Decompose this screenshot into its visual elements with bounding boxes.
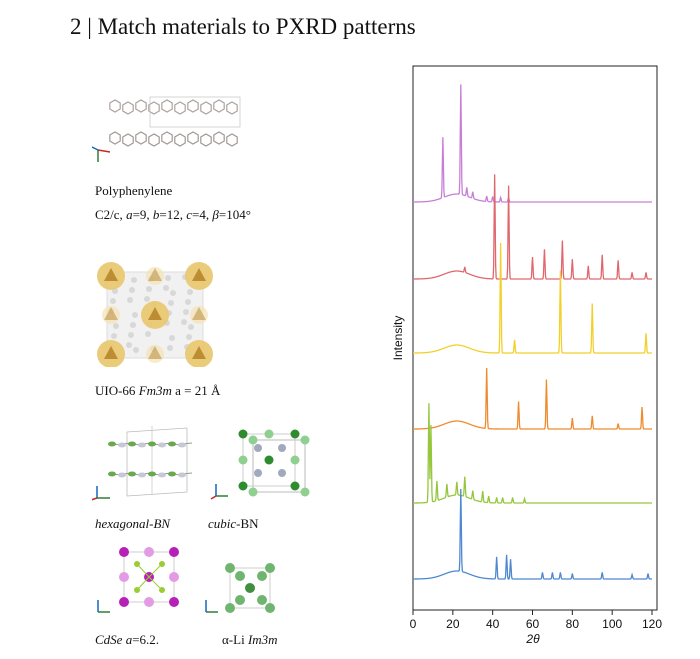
pxrd-series-6	[413, 488, 652, 580]
x-tick-label: 60	[526, 617, 540, 631]
pxrd-series-4	[413, 367, 652, 430]
polyphenylene-cell: C2/c, a=9, b=12, c=4, β=104°	[95, 207, 251, 222]
uio66-label: UIO-66 Fm3m a = 21 Å	[95, 383, 221, 398]
x-tick-label: 120	[642, 617, 662, 631]
polyphenylene-structure-image	[91, 96, 241, 162]
plot-frame	[412, 65, 658, 611]
x-tick-label: 20	[446, 617, 460, 631]
hexagonal-bn-structure-image	[92, 426, 193, 501]
pxrd-series-5	[413, 403, 652, 504]
x-tick-label: 100	[602, 617, 622, 631]
x-axis-label: 2θ	[525, 632, 540, 646]
x-tick-label: 40	[486, 617, 500, 631]
uio66-structure-image	[97, 262, 213, 367]
polyphenylene-name: Polyphenylene	[95, 183, 173, 198]
cdse-structure-image	[97, 547, 179, 613]
cubic-bn-structure-image	[210, 429, 310, 500]
x-tick-label: 0	[410, 617, 417, 631]
pxrd-series-3	[413, 242, 652, 354]
pxrd-series-2	[413, 174, 652, 280]
y-axis-label: Intensity	[391, 316, 405, 361]
page-title: 2 | Match materials to PXRD patterns	[70, 14, 416, 39]
cdse-label: CdSe a=6.2.	[95, 632, 160, 647]
alpha-li-label: α-Li Im3m	[222, 632, 278, 647]
cubic-bn-label: cubic-BN	[208, 516, 259, 531]
hexagonal-bn-label: hexagonal-BN	[95, 516, 171, 531]
pxrd-series-1	[413, 84, 652, 203]
x-tick-label: 80	[566, 617, 580, 631]
alpha-li-structure-image	[205, 563, 275, 613]
